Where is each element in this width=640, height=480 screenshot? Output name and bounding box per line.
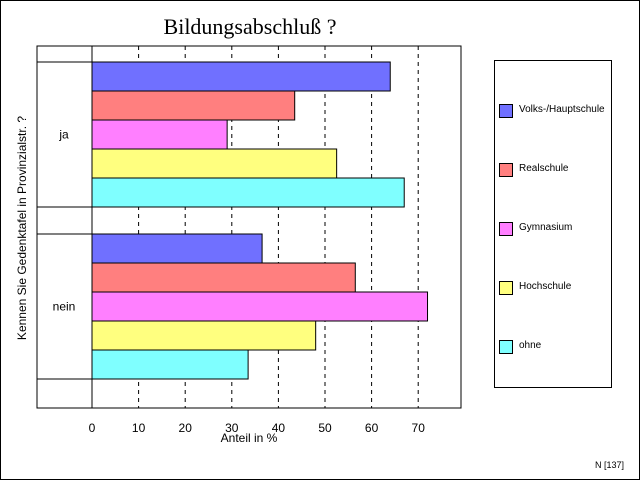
legend-swatch: [499, 340, 513, 354]
bar: [91, 233, 263, 264]
bar: [91, 320, 317, 351]
chart-title: Bildungsabschluß ?: [163, 14, 337, 39]
x-tick-label: 50: [318, 421, 332, 435]
bar: [91, 262, 356, 293]
x-tick-label: 70: [412, 421, 426, 435]
x-tick-label: 30: [225, 421, 239, 435]
x-tick-label: 20: [179, 421, 193, 435]
legend-swatch: [499, 104, 513, 118]
legend-swatch: [499, 281, 513, 295]
sample-size-note: N [137]: [594, 460, 624, 470]
legend-swatch: [499, 222, 513, 236]
bar: [91, 291, 429, 322]
y-axis-label: Kennen Sie Gedenktafel in Provinzialstr.…: [15, 116, 29, 340]
x-tick-label: 40: [272, 421, 286, 435]
bar: [91, 148, 338, 179]
plot-area: [36, 45, 462, 409]
legend: Volks-/Hauptschule Realschule Gymnasium Hoc…: [494, 60, 612, 388]
legend-label: Realschule: [519, 163, 569, 174]
bar: [91, 61, 391, 92]
x-tick-label: 10: [132, 421, 146, 435]
category-label: ja: [58, 128, 69, 142]
category-box: [36, 61, 93, 208]
category-label: nein: [53, 300, 76, 314]
x-tick-label: 0: [89, 421, 96, 435]
legend-swatch: [499, 163, 513, 177]
legend-label: Volks-/Hauptschule: [519, 104, 605, 115]
bar: [91, 119, 228, 150]
x-axis-label: Anteil in %: [221, 431, 278, 445]
bar: [91, 177, 405, 208]
legend-label: ohne: [519, 340, 542, 351]
bar: [91, 349, 249, 380]
x-tick-label: 60: [365, 421, 379, 435]
bar: [91, 90, 296, 121]
legend-label: Gymnasium: [519, 222, 573, 233]
legend-label: Hochschule: [519, 281, 572, 292]
